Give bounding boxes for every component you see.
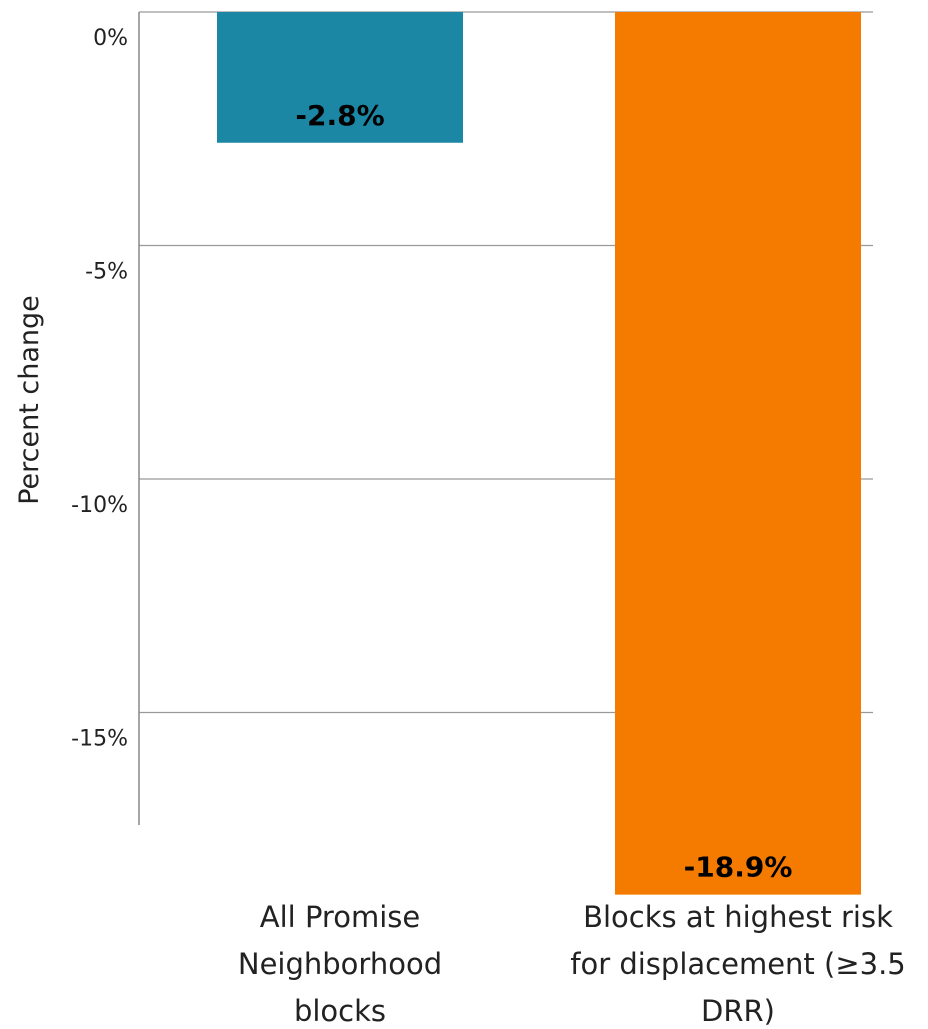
y-axis-title: Percent change — [14, 295, 45, 505]
y-tick-label: -15% — [71, 727, 128, 752]
y-tick-labels: 0% -5% -10% -15% — [71, 26, 128, 752]
data-label: -18.9% — [684, 851, 793, 884]
data-label: -2.8% — [295, 99, 384, 132]
category-label: All Promise Neighborhood blocks — [238, 900, 442, 1028]
bar — [615, 12, 861, 895]
y-tick-label: -10% — [71, 493, 128, 518]
data-labels: -2.8% -18.9% — [295, 99, 792, 884]
bar — [217, 12, 463, 143]
y-tick-label: -5% — [85, 260, 128, 285]
category-label: Blocks at highest risk for displacement (… — [570, 900, 905, 1028]
y-tick-label: 0% — [93, 26, 128, 51]
category-labels: All Promise Neighborhood blocks Blocks at h… — [238, 900, 906, 1028]
bars — [217, 12, 861, 895]
